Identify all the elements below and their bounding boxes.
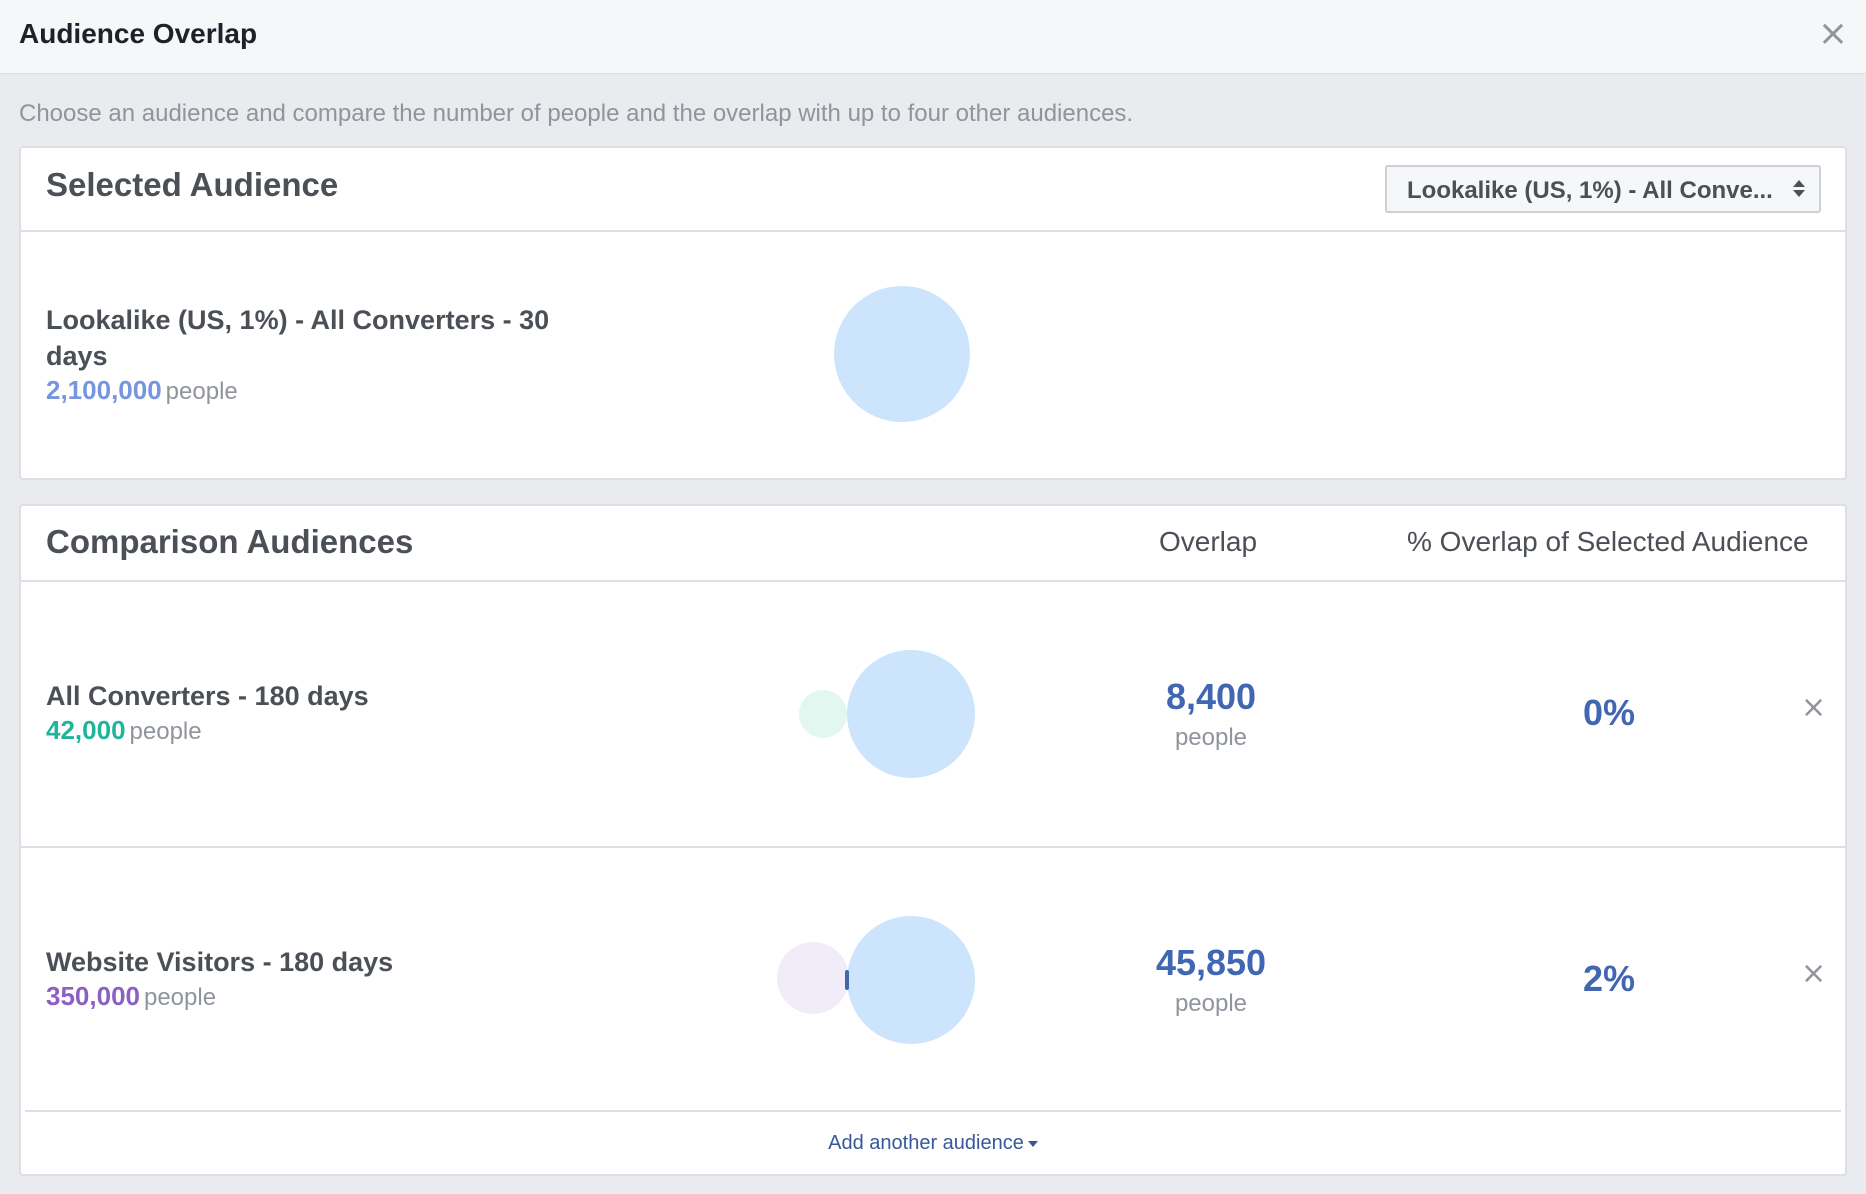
pct-overlap-column-header: % Overlap of Selected Audience (1407, 526, 1809, 557)
dialog-title: Audience Overlap (19, 18, 258, 49)
caret-down-icon (1027, 1140, 1038, 1147)
add-audience-label: Add another audience (828, 1132, 1024, 1154)
comparison-audiences-card: Comparison Audiences Overlap % Overlap o… (19, 504, 1847, 1176)
pct-overlap-value: 2% (1582, 958, 1636, 999)
overlap-value: 8,400 (1165, 676, 1257, 717)
close-icon[interactable]: × (1817, 13, 1848, 54)
selected-audience-name: Lookalike (US, 1%) - All Converters - 30… (46, 305, 550, 371)
selected-audience-header: Selected Audience Lookalike (US, 1%) - A… (21, 148, 1845, 232)
select-arrows-icon (1793, 178, 1805, 200)
remove-audience-icon[interactable]: × (1801, 956, 1827, 991)
selected-audience-circle (834, 286, 970, 422)
overlap-value: 45,850 (1155, 942, 1267, 983)
audience-select-value: Lookalike (US, 1%) - All Conve... (1407, 177, 1773, 204)
selected-audience-title: Selected Audience (46, 166, 339, 203)
comparison-header: Comparison Audiences Overlap % Overlap o… (21, 506, 1845, 582)
overlap-people-label: people (1174, 724, 1248, 751)
people-label: people (165, 378, 238, 405)
comparison-audience-name: All Converters - 180 days (46, 681, 369, 711)
selected-audience-number: 2,100,000 (46, 375, 162, 405)
row-divider (25, 1110, 1841, 1112)
overlap-column-header: Overlap (1159, 526, 1258, 557)
pct-overlap-value: 0% (1582, 692, 1636, 733)
comparison-audience-count: 42,000 people (46, 714, 202, 748)
add-audience-link[interactable]: Add another audience (21, 1132, 1845, 1155)
overlap-sliver (845, 970, 849, 990)
overlap-people-label: people (1174, 990, 1248, 1017)
comparison-audience-name: Website Visitors - 180 days (46, 947, 394, 977)
audience-select-dropdown[interactable]: Lookalike (US, 1%) - All Conve... (1385, 165, 1821, 213)
row-divider (21, 846, 1845, 848)
dialog-header: Audience Overlap × (0, 0, 1866, 74)
remove-audience-icon[interactable]: × (1801, 690, 1827, 725)
comparison-audience-circle (777, 942, 849, 1014)
people-label: people (143, 984, 217, 1011)
selected-audience-circle (847, 650, 975, 778)
people-label: people (129, 718, 202, 745)
selected-audience-circle (847, 916, 975, 1044)
comparison-audience-number: 350,000 (46, 981, 140, 1011)
comparison-title: Comparison Audiences (46, 523, 414, 560)
selected-audience-card: Selected Audience Lookalike (US, 1%) - A… (19, 146, 1847, 480)
intro-text: Choose an audience and compare the numbe… (19, 100, 1134, 127)
comparison-audience-count: 350,000 people (46, 980, 216, 1014)
selected-audience-count: 2,100,000 people (46, 374, 238, 408)
comparison-audience-circle (799, 690, 847, 738)
comparison-audience-number: 42,000 (46, 715, 126, 745)
